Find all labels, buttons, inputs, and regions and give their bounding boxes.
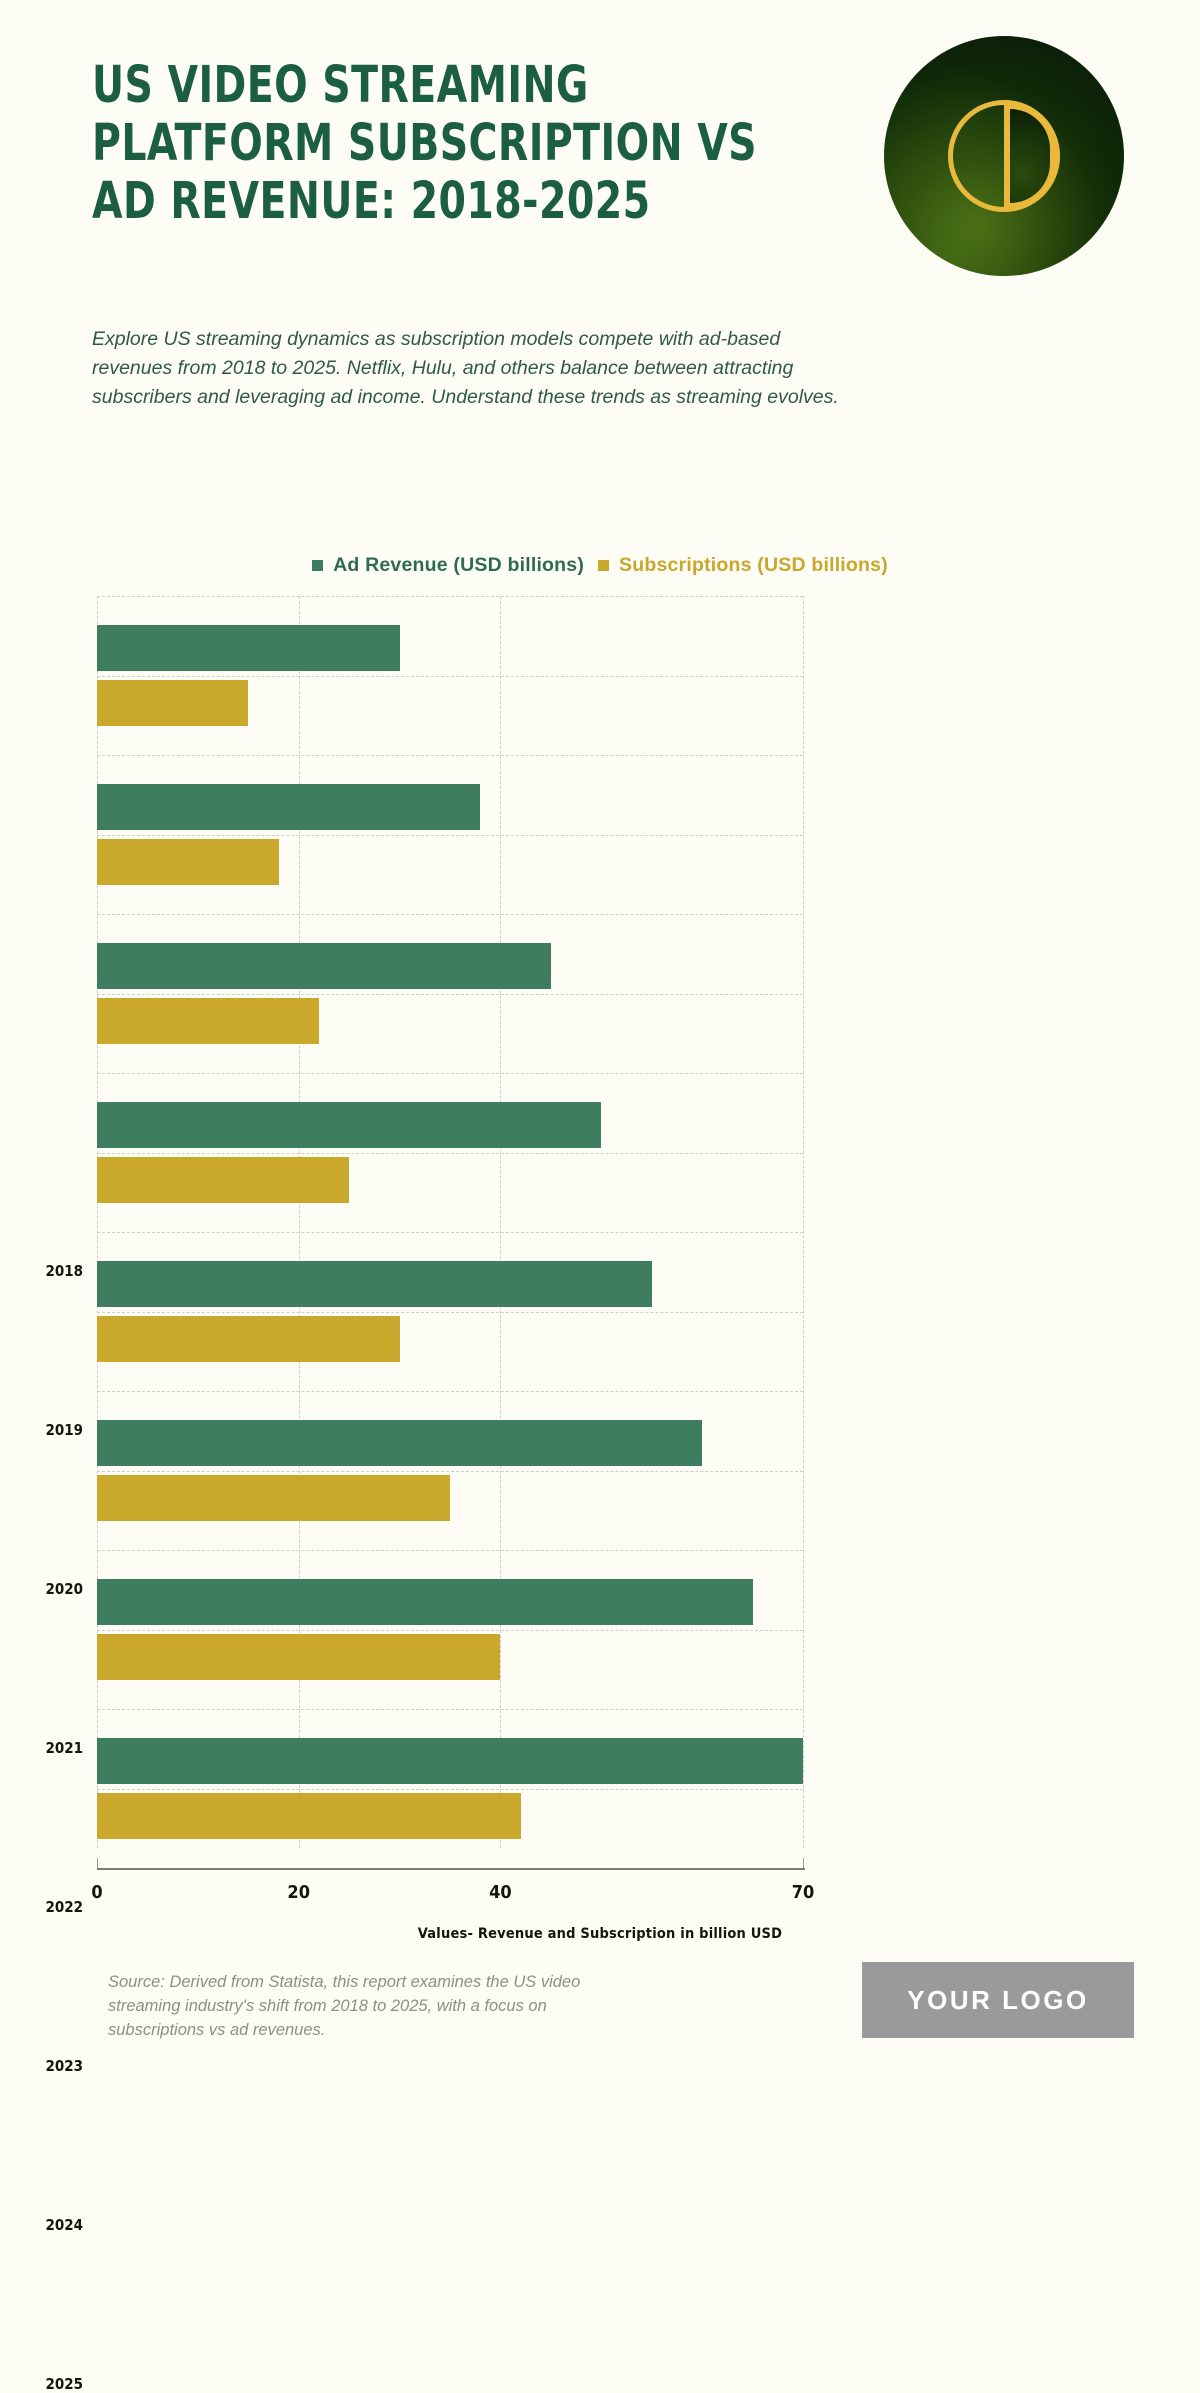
- grid-line-horizontal: [97, 1232, 803, 1233]
- bar-ad-revenue[interactable]: [97, 1579, 753, 1625]
- bar-group: [97, 1738, 803, 1839]
- page-title: US VIDEO STREAMING PLATFORM SUBSCRIPTION…: [92, 56, 758, 231]
- y-axis-label: 2022: [45, 1897, 83, 1916]
- grid-line-horizontal: [97, 1073, 803, 1074]
- y-axis-label: 2023: [45, 2056, 83, 2075]
- bar-ad-revenue[interactable]: [97, 1102, 602, 1148]
- grid-line-horizontal: [97, 1311, 803, 1313]
- logo-placeholder-box: YOUR LOGO: [862, 1962, 1134, 2038]
- subtitle-paragraph: Explore US streaming dynamics as subscri…: [92, 328, 839, 408]
- legend-label-subscriptions: Subscriptions (USD billions): [619, 553, 888, 576]
- grid-line-horizontal: [97, 675, 803, 677]
- bar-group: [97, 1261, 803, 1362]
- axis-end-cap: [803, 1858, 804, 1868]
- y-axis-label: 2021: [45, 1738, 83, 1757]
- grid-line-horizontal: [97, 596, 803, 597]
- grid-line-vertical: [97, 596, 98, 1848]
- grid-line-horizontal: [97, 993, 803, 995]
- chart-legend: Ad Revenue (USD billions) Subscriptions …: [0, 548, 1200, 582]
- bar-ad-revenue[interactable]: [97, 784, 481, 830]
- header: US VIDEO STREAMING PLATFORM SUBSCRIPTION…: [0, 0, 1200, 300]
- legend-swatch-icon: [598, 559, 610, 571]
- x-axis-tick-label: 40: [489, 1882, 512, 1903]
- axis-end-cap: [97, 1858, 98, 1868]
- bar-subscriptions[interactable]: [97, 1157, 350, 1203]
- bar-group: [97, 1579, 803, 1680]
- bar-subscriptions[interactable]: [97, 1793, 521, 1839]
- bar-group: [97, 1102, 803, 1203]
- bar-subscriptions[interactable]: [97, 1475, 450, 1521]
- bar-subscriptions[interactable]: [97, 680, 249, 726]
- grid-line-vertical: [803, 596, 804, 1848]
- legend-item-ad-revenue: Ad Revenue (USD billions): [312, 554, 584, 577]
- bar-subscriptions[interactable]: [97, 839, 279, 885]
- grid-line-horizontal: [97, 834, 803, 836]
- x-axis-title: Values- Revenue and Subscription in bill…: [417, 1926, 783, 1942]
- bar-group: [97, 784, 803, 885]
- y-axis-label: 2024: [45, 2215, 83, 2234]
- grid-line-horizontal: [97, 1788, 803, 1790]
- x-axis-line: [97, 1868, 805, 1870]
- y-axis-label: 2025: [45, 2374, 83, 2393]
- source-note: Source: Derived from Statista, this repo…: [108, 1973, 581, 2039]
- footer: Source: Derived from Statista, this repo…: [0, 1960, 1200, 2090]
- bar-group: [97, 943, 803, 1044]
- bar-ad-revenue[interactable]: [97, 625, 400, 671]
- grid-line-horizontal: [97, 914, 803, 915]
- y-axis-label: 2019: [45, 1420, 83, 1439]
- plot-area: [97, 596, 804, 1869]
- bar-group: [97, 625, 803, 726]
- bar-subscriptions[interactable]: [97, 1634, 501, 1680]
- grid-line-horizontal: [97, 1470, 803, 1472]
- legend-item-subscriptions: Subscriptions (USD billions): [598, 554, 888, 577]
- grid-line-horizontal: [97, 1709, 803, 1710]
- grid-line-horizontal: [97, 1152, 803, 1154]
- bar-ad-revenue[interactable]: [97, 1261, 652, 1307]
- grid-line-horizontal: [97, 1391, 803, 1392]
- y-axis-label: 2020: [45, 1579, 83, 1598]
- grid-line-horizontal: [97, 1550, 803, 1551]
- bar-subscriptions[interactable]: [97, 1316, 400, 1362]
- y-axis-label: 2018: [45, 1261, 83, 1280]
- grid-line-vertical: [500, 596, 502, 1848]
- legend-label-ad-revenue: Ad Revenue (USD billions): [333, 553, 585, 576]
- x-axis-tick-label: 20: [287, 1882, 310, 1903]
- brand-logo-icon: [884, 36, 1124, 276]
- x-axis-tick-label: 0: [91, 1882, 103, 1903]
- bar-group: [97, 1420, 803, 1521]
- x-axis-tick-label: 70: [791, 1882, 815, 1903]
- grid-line-vertical: [298, 596, 300, 1848]
- bar-ad-revenue[interactable]: [97, 943, 551, 989]
- legend-swatch-icon: [312, 559, 324, 571]
- grid-line-horizontal: [97, 1629, 803, 1631]
- bar-ad-revenue[interactable]: [97, 1738, 803, 1784]
- grid-line-horizontal: [97, 755, 803, 756]
- bar-subscriptions[interactable]: [97, 998, 319, 1044]
- bar-chart: 2018 2019 2020 2021 2022 2023 2024 2025 0 20 40 70…: [0, 596, 1200, 2393]
- logo-placeholder-text: YOUR LOGO: [907, 1984, 1089, 2015]
- bar-ad-revenue[interactable]: [97, 1420, 703, 1466]
